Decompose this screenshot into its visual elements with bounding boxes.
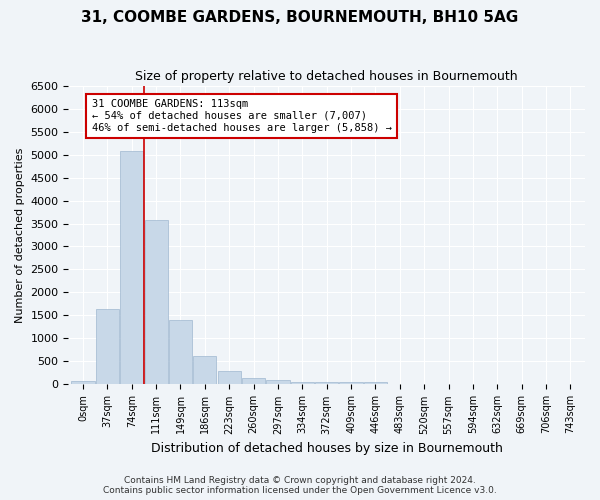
Bar (71, 381, 95, 384)
Y-axis label: Number of detached properties: Number of detached properties (15, 148, 25, 322)
Bar (120, 151, 143, 384)
Bar (364, 382, 387, 384)
Bar (169, 320, 192, 384)
Bar (145, 220, 168, 384)
X-axis label: Distribution of detached houses by size in Bournemouth: Distribution of detached houses by size … (151, 442, 503, 455)
Text: 31, COOMBE GARDENS, BOURNEMOUTH, BH10 5AG: 31, COOMBE GARDENS, BOURNEMOUTH, BH10 5A… (82, 10, 518, 25)
Bar (96, 308, 119, 384)
Title: Size of property relative to detached houses in Bournemouth: Size of property relative to detached ho… (136, 70, 518, 83)
Text: Contains HM Land Registry data © Crown copyright and database right 2024.
Contai: Contains HM Land Registry data © Crown c… (103, 476, 497, 495)
Bar (266, 380, 290, 384)
Bar (315, 382, 338, 384)
Text: 31 COOMBE GARDENS: 113sqm
← 54% of detached houses are smaller (7,007)
46% of se: 31 COOMBE GARDENS: 113sqm ← 54% of detac… (92, 100, 392, 132)
Bar (242, 378, 265, 384)
Bar (340, 382, 362, 384)
Bar (291, 382, 314, 384)
Bar (193, 356, 217, 384)
Bar (218, 370, 241, 384)
